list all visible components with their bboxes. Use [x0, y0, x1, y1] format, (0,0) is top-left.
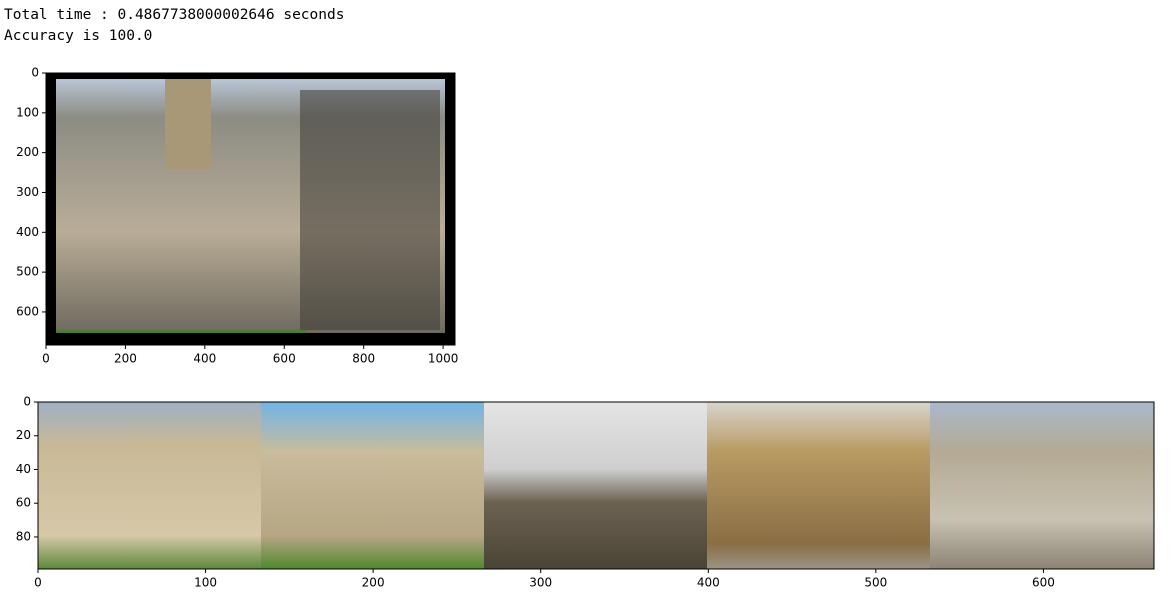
- x-tick-label: 400: [697, 576, 720, 590]
- x-tick-label: 600: [273, 352, 296, 366]
- x-tick-label: 600: [1032, 576, 1055, 590]
- axes-frame: [45, 72, 456, 346]
- output-line: Accuracy is 100.0: [4, 28, 152, 44]
- y-tick-label: 40: [16, 462, 31, 476]
- x-tick-label: 300: [529, 576, 552, 590]
- y-tick-label: 300: [16, 185, 39, 199]
- x-tick-label: 500: [864, 576, 887, 590]
- x-tick-label: 200: [362, 576, 385, 590]
- y-tick-label: 0: [23, 395, 31, 409]
- y-tick-label: 200: [16, 145, 39, 159]
- y-tick-label: 20: [16, 428, 31, 442]
- x-tick-label: 1000: [428, 352, 459, 366]
- x-tick-label: 0: [34, 576, 42, 590]
- x-tick-label: 800: [352, 352, 375, 366]
- y-tick-label: 400: [16, 225, 39, 239]
- output-line: Total time : 0.4867738000002646 seconds: [4, 7, 344, 23]
- y-tick-label: 60: [16, 496, 31, 510]
- x-tick-label: 100: [194, 576, 217, 590]
- y-tick-label: 600: [16, 304, 39, 318]
- y-tick-label: 80: [16, 529, 31, 543]
- y-tick-label: 100: [16, 105, 39, 119]
- image-2: [38, 402, 1154, 569]
- axes-frame: [37, 401, 1155, 570]
- x-tick-label: 0: [42, 352, 50, 366]
- x-tick-label: 200: [114, 352, 137, 366]
- y-tick-label: 0: [31, 66, 39, 80]
- y-tick-label: 500: [16, 265, 39, 279]
- x-tick-label: 400: [193, 352, 216, 366]
- image-1: [46, 73, 455, 345]
